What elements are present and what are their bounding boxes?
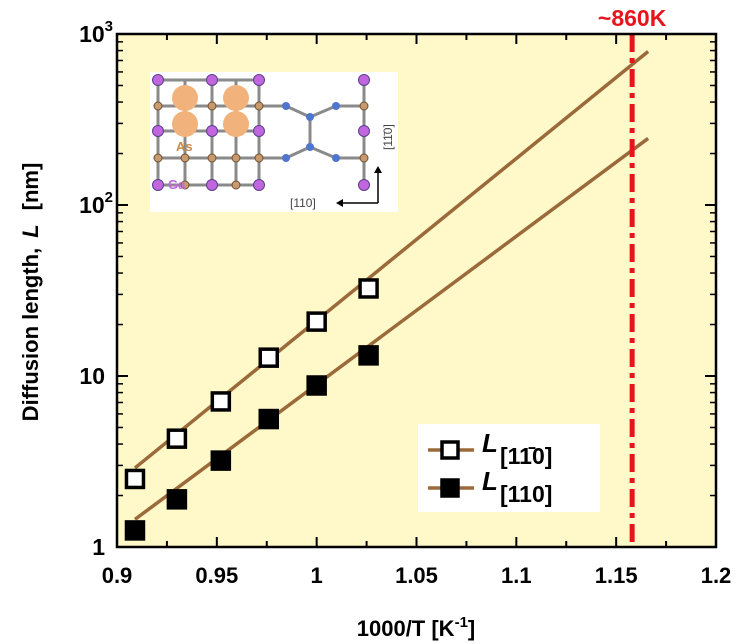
x-tick-label: 1 (311, 563, 323, 588)
direction-label-1-10: [11̄0] (381, 124, 395, 150)
filled-square-point (210, 450, 232, 471)
filled-square-point (166, 489, 188, 510)
ga-atom (358, 179, 370, 191)
surface-atom (282, 102, 290, 110)
x-axis-label: 1000/T [K-1] (357, 614, 476, 641)
ga-atom (253, 125, 265, 137)
ga-atom (253, 179, 265, 191)
as-atom (172, 85, 198, 111)
filled-square-point (124, 520, 146, 541)
direction-label-110: [110] (290, 196, 316, 210)
lattice-atom (180, 153, 190, 163)
filled-square-point (258, 408, 279, 430)
filled-square-point (358, 345, 379, 366)
ga-atom (206, 125, 218, 137)
x-tick-label: 1.1 (501, 563, 532, 588)
temperature-marker-label: ~860K (598, 5, 667, 31)
ga-atom (206, 74, 218, 86)
as-label: As (176, 139, 193, 154)
filled-square-point (306, 375, 327, 396)
y-tick-label: 1 (92, 534, 105, 560)
open-square-point (166, 428, 188, 449)
ga-atom (358, 74, 370, 86)
lattice-atom (153, 153, 163, 163)
lattice-atom (180, 180, 190, 190)
y-tick-label: 10 (79, 363, 105, 389)
ga-atom (152, 125, 164, 137)
surface-atom (332, 102, 340, 110)
bond-line (309, 104, 337, 119)
x-tick-label: 0.9 (102, 563, 133, 588)
legend-marker (440, 440, 460, 460)
y-axis-label: Diffusion length, L [nm] (18, 163, 43, 422)
x-axis-label-close: ] (468, 616, 475, 641)
bond-line (285, 145, 311, 160)
ga-atom (253, 74, 265, 86)
lattice-atom (254, 153, 264, 163)
y-axis-label-unit: [nm] (18, 163, 43, 211)
surface-atom (306, 113, 314, 121)
arrow-up-icon (374, 166, 382, 173)
lattice-atom (153, 101, 163, 111)
legend-label: [110] (500, 481, 552, 507)
ga-atom (206, 179, 218, 191)
legend-variable: L (482, 466, 498, 496)
legend-label: [11̄0] (500, 443, 552, 469)
lattice-atom (207, 101, 217, 111)
lattice-atom (254, 101, 264, 111)
ga-atom (358, 125, 370, 137)
x-axis-label-sup: -1 (455, 614, 468, 631)
legend-marker (440, 478, 460, 498)
x-tick-label: 1.2 (701, 563, 732, 588)
as-atom (172, 111, 198, 137)
ga-atom (152, 179, 164, 191)
surface-atom (282, 154, 290, 162)
x-axis-label-main: 1000/T [K (357, 616, 455, 641)
y-tick-label: 103 (79, 18, 113, 47)
ga-atom (152, 74, 164, 86)
bond-line (309, 145, 337, 160)
open-square-point (358, 278, 379, 299)
bond-line (285, 104, 311, 119)
open-square-point (306, 311, 327, 332)
ga-label: Ga (168, 177, 186, 192)
lattice-atom (231, 153, 241, 163)
lattice-atom (231, 180, 241, 190)
open-square-point (210, 391, 232, 412)
y-axis-label-var: L (18, 224, 43, 237)
x-tick-label: 1.15 (595, 563, 638, 588)
open-square-point (124, 468, 146, 490)
as-atom (223, 85, 249, 111)
arrow-left-icon (336, 199, 343, 207)
x-tick-label: 0.95 (195, 563, 238, 588)
x-tick-label: 1.05 (395, 563, 438, 588)
y-tick-label: 102 (79, 189, 113, 218)
lattice-atom (359, 101, 369, 111)
lattice-atom (207, 153, 217, 163)
surface-atom (332, 154, 340, 162)
surface-atom (306, 143, 314, 151)
lattice-atom (359, 153, 369, 163)
y-axis-label-prefix: Diffusion length, (18, 248, 43, 422)
open-square-point (258, 347, 279, 368)
legend-variable: L (482, 428, 498, 458)
as-atom (223, 111, 249, 137)
